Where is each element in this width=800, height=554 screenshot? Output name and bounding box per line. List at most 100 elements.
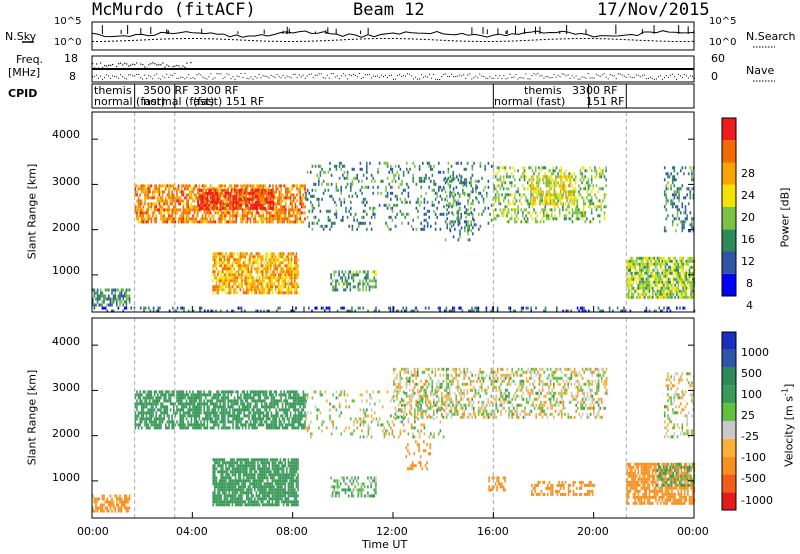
data-cell xyxy=(219,405,221,409)
data-cell xyxy=(464,211,466,215)
data-cell xyxy=(655,265,657,269)
data-cell xyxy=(568,205,571,209)
data-cell xyxy=(230,196,233,200)
data-cell xyxy=(268,309,270,313)
data-cell xyxy=(672,280,675,284)
data-cell xyxy=(200,423,202,427)
data-cell xyxy=(262,220,265,224)
data-cell xyxy=(139,423,141,427)
data-cell xyxy=(233,258,235,262)
data-cell xyxy=(160,402,162,406)
data-cell xyxy=(290,261,293,265)
data-cell xyxy=(661,262,664,266)
data-cell xyxy=(246,187,249,191)
data-cell xyxy=(271,261,274,265)
data-cell xyxy=(498,184,500,188)
data-cell xyxy=(539,196,542,200)
nave-dot xyxy=(160,64,162,66)
data-cell xyxy=(658,292,660,296)
data-cell xyxy=(222,393,225,397)
data-cell xyxy=(570,217,572,221)
data-cell xyxy=(177,408,180,412)
data-cell xyxy=(562,205,564,209)
data-cell xyxy=(147,396,149,400)
data-cell xyxy=(574,199,577,203)
data-cell xyxy=(589,184,591,188)
data-cell xyxy=(160,190,162,194)
data-cell xyxy=(263,279,266,283)
data-cell xyxy=(257,261,259,265)
data-cell xyxy=(673,217,676,221)
data-cell xyxy=(157,402,159,406)
data-cell xyxy=(460,181,463,185)
data-cell xyxy=(176,196,178,200)
data-cell xyxy=(684,205,687,209)
data-cell xyxy=(460,215,462,219)
data-cell xyxy=(528,205,531,209)
data-cell xyxy=(244,276,246,280)
data-cell xyxy=(213,197,215,201)
data-cell xyxy=(549,217,551,221)
data-cell xyxy=(658,277,660,281)
data-cell xyxy=(462,188,464,192)
data-cell xyxy=(687,286,689,290)
data-cell xyxy=(262,270,264,274)
data-cell xyxy=(222,276,224,280)
data-cell xyxy=(229,211,231,215)
data-cell xyxy=(103,300,105,304)
data-cell xyxy=(302,205,305,209)
data-cell xyxy=(182,402,185,406)
data-cell xyxy=(365,285,368,289)
data-cell xyxy=(682,268,684,272)
data-cell xyxy=(294,279,296,283)
data-cell xyxy=(134,208,137,212)
data-cell xyxy=(487,161,490,165)
data-cell xyxy=(278,285,280,289)
data-cell xyxy=(142,396,145,400)
data-cell xyxy=(197,211,199,215)
nave-dot xyxy=(136,62,138,64)
data-cell xyxy=(205,217,207,221)
data-cell xyxy=(544,306,547,310)
data-cell xyxy=(292,282,294,286)
data-cell xyxy=(282,255,285,259)
data-cell xyxy=(226,279,229,283)
data-cell xyxy=(93,306,96,310)
data-cell xyxy=(642,277,644,281)
data-cell xyxy=(152,214,154,218)
data-cell xyxy=(475,190,477,194)
data-cell xyxy=(108,297,110,301)
data-cell xyxy=(301,202,303,206)
data-cell xyxy=(515,199,518,203)
data-cell xyxy=(289,208,292,212)
data-cell xyxy=(158,196,161,200)
data-cell xyxy=(676,190,679,194)
data-cell xyxy=(478,200,480,204)
data-cell xyxy=(498,214,500,218)
data-cell xyxy=(219,420,221,424)
data-cell xyxy=(299,193,301,197)
data-cell xyxy=(153,196,156,200)
data-cell xyxy=(571,220,574,224)
data-cell xyxy=(278,288,280,292)
data-cell xyxy=(206,399,209,403)
data-cell xyxy=(134,184,137,188)
data-cell xyxy=(182,405,185,409)
data-cell xyxy=(267,211,269,215)
data-cell xyxy=(280,196,282,200)
data-cell xyxy=(672,277,675,281)
nave-dot xyxy=(372,75,374,77)
data-cell xyxy=(155,399,157,403)
data-cell xyxy=(215,252,218,256)
data-cell xyxy=(507,202,510,206)
data-cell xyxy=(578,193,580,197)
data-cell xyxy=(152,306,155,310)
data-cell xyxy=(179,402,181,406)
data-cell xyxy=(290,270,293,274)
data-cell xyxy=(691,274,694,278)
data-cell xyxy=(294,258,296,262)
data-cell xyxy=(220,279,222,283)
data-cell xyxy=(667,277,670,281)
data-cell xyxy=(230,288,232,292)
data-cell xyxy=(280,214,282,218)
